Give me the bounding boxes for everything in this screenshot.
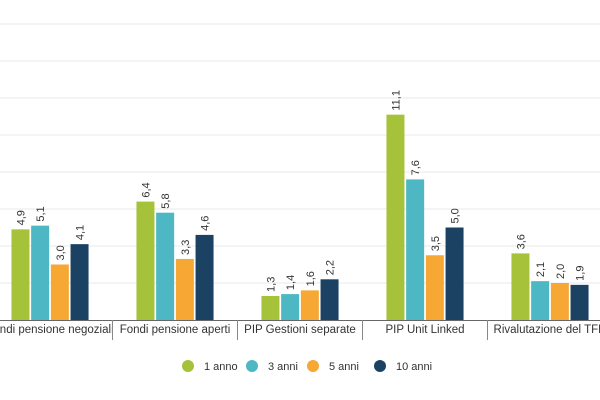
bar [261, 295, 280, 320]
data-label: 5,1 [35, 206, 47, 221]
category-label: PIP Gestioni separate [244, 324, 356, 336]
category-label: PIP Unit Linked [385, 324, 464, 336]
category-label: Rivalutazione del TFR [494, 324, 600, 336]
data-label: 2,1 [535, 262, 547, 277]
legend: 1 anno 3 anni 5 anni 10 anni [182, 360, 432, 373]
bar [531, 281, 550, 320]
legend-marker [246, 360, 258, 372]
bar [156, 212, 175, 320]
bar [11, 229, 30, 320]
bar [511, 253, 530, 320]
data-label: 3,5 [430, 236, 442, 251]
bar [70, 244, 89, 320]
legend-marker [182, 360, 194, 372]
bar [195, 234, 214, 320]
legend-marker [307, 360, 319, 372]
bar [281, 294, 300, 320]
data-label: 3,6 [515, 234, 527, 249]
category-label: Fondi pensione aperti [120, 324, 231, 336]
data-label: 1,9 [575, 266, 587, 281]
legend-marker [374, 360, 386, 372]
legend-label: 5 anni [329, 361, 359, 373]
bar [425, 255, 444, 320]
data-label: 4,6 [200, 216, 212, 231]
bar [31, 225, 50, 320]
bar [300, 290, 319, 320]
data-label: 4,9 [15, 210, 27, 225]
data-label: 2,2 [325, 260, 337, 275]
bar [50, 264, 69, 320]
legend-label: 10 anni [396, 361, 432, 373]
bar [570, 284, 589, 320]
category-label: Fondi pensione negoziali [0, 324, 114, 336]
data-label: 3,3 [180, 240, 192, 255]
legend-label: 3 anni [268, 361, 298, 373]
data-label: 1,4 [285, 275, 297, 290]
data-labels: 4,9 5,1 3,0 4,1 6,4 5,8 3,3 4,6 1,3 1,4 1,6 2,2 11,1… [15, 90, 586, 292]
data-label: 1,6 [305, 271, 317, 286]
gridlines [0, 23, 600, 284]
data-label: 5,0 [450, 208, 462, 223]
data-label: 11,1 [390, 90, 402, 111]
bar [175, 258, 194, 320]
data-label: 3,0 [55, 245, 67, 260]
bars [11, 114, 589, 321]
legend-label: 1 anno [204, 361, 238, 373]
data-label: 2,0 [555, 264, 567, 279]
bar [136, 201, 155, 320]
data-label: 7,6 [410, 160, 422, 175]
bar [386, 114, 405, 321]
data-label: 6,4 [140, 182, 152, 197]
data-label: 4,1 [75, 225, 87, 240]
data-label: 5,8 [160, 193, 172, 208]
bar [445, 227, 464, 320]
bar [406, 179, 425, 320]
bar [550, 283, 569, 320]
x-axis: Fondi pensione negoziali Fondi pensione a… [0, 320, 600, 340]
data-label: 1,3 [265, 277, 277, 292]
bar [320, 279, 339, 320]
